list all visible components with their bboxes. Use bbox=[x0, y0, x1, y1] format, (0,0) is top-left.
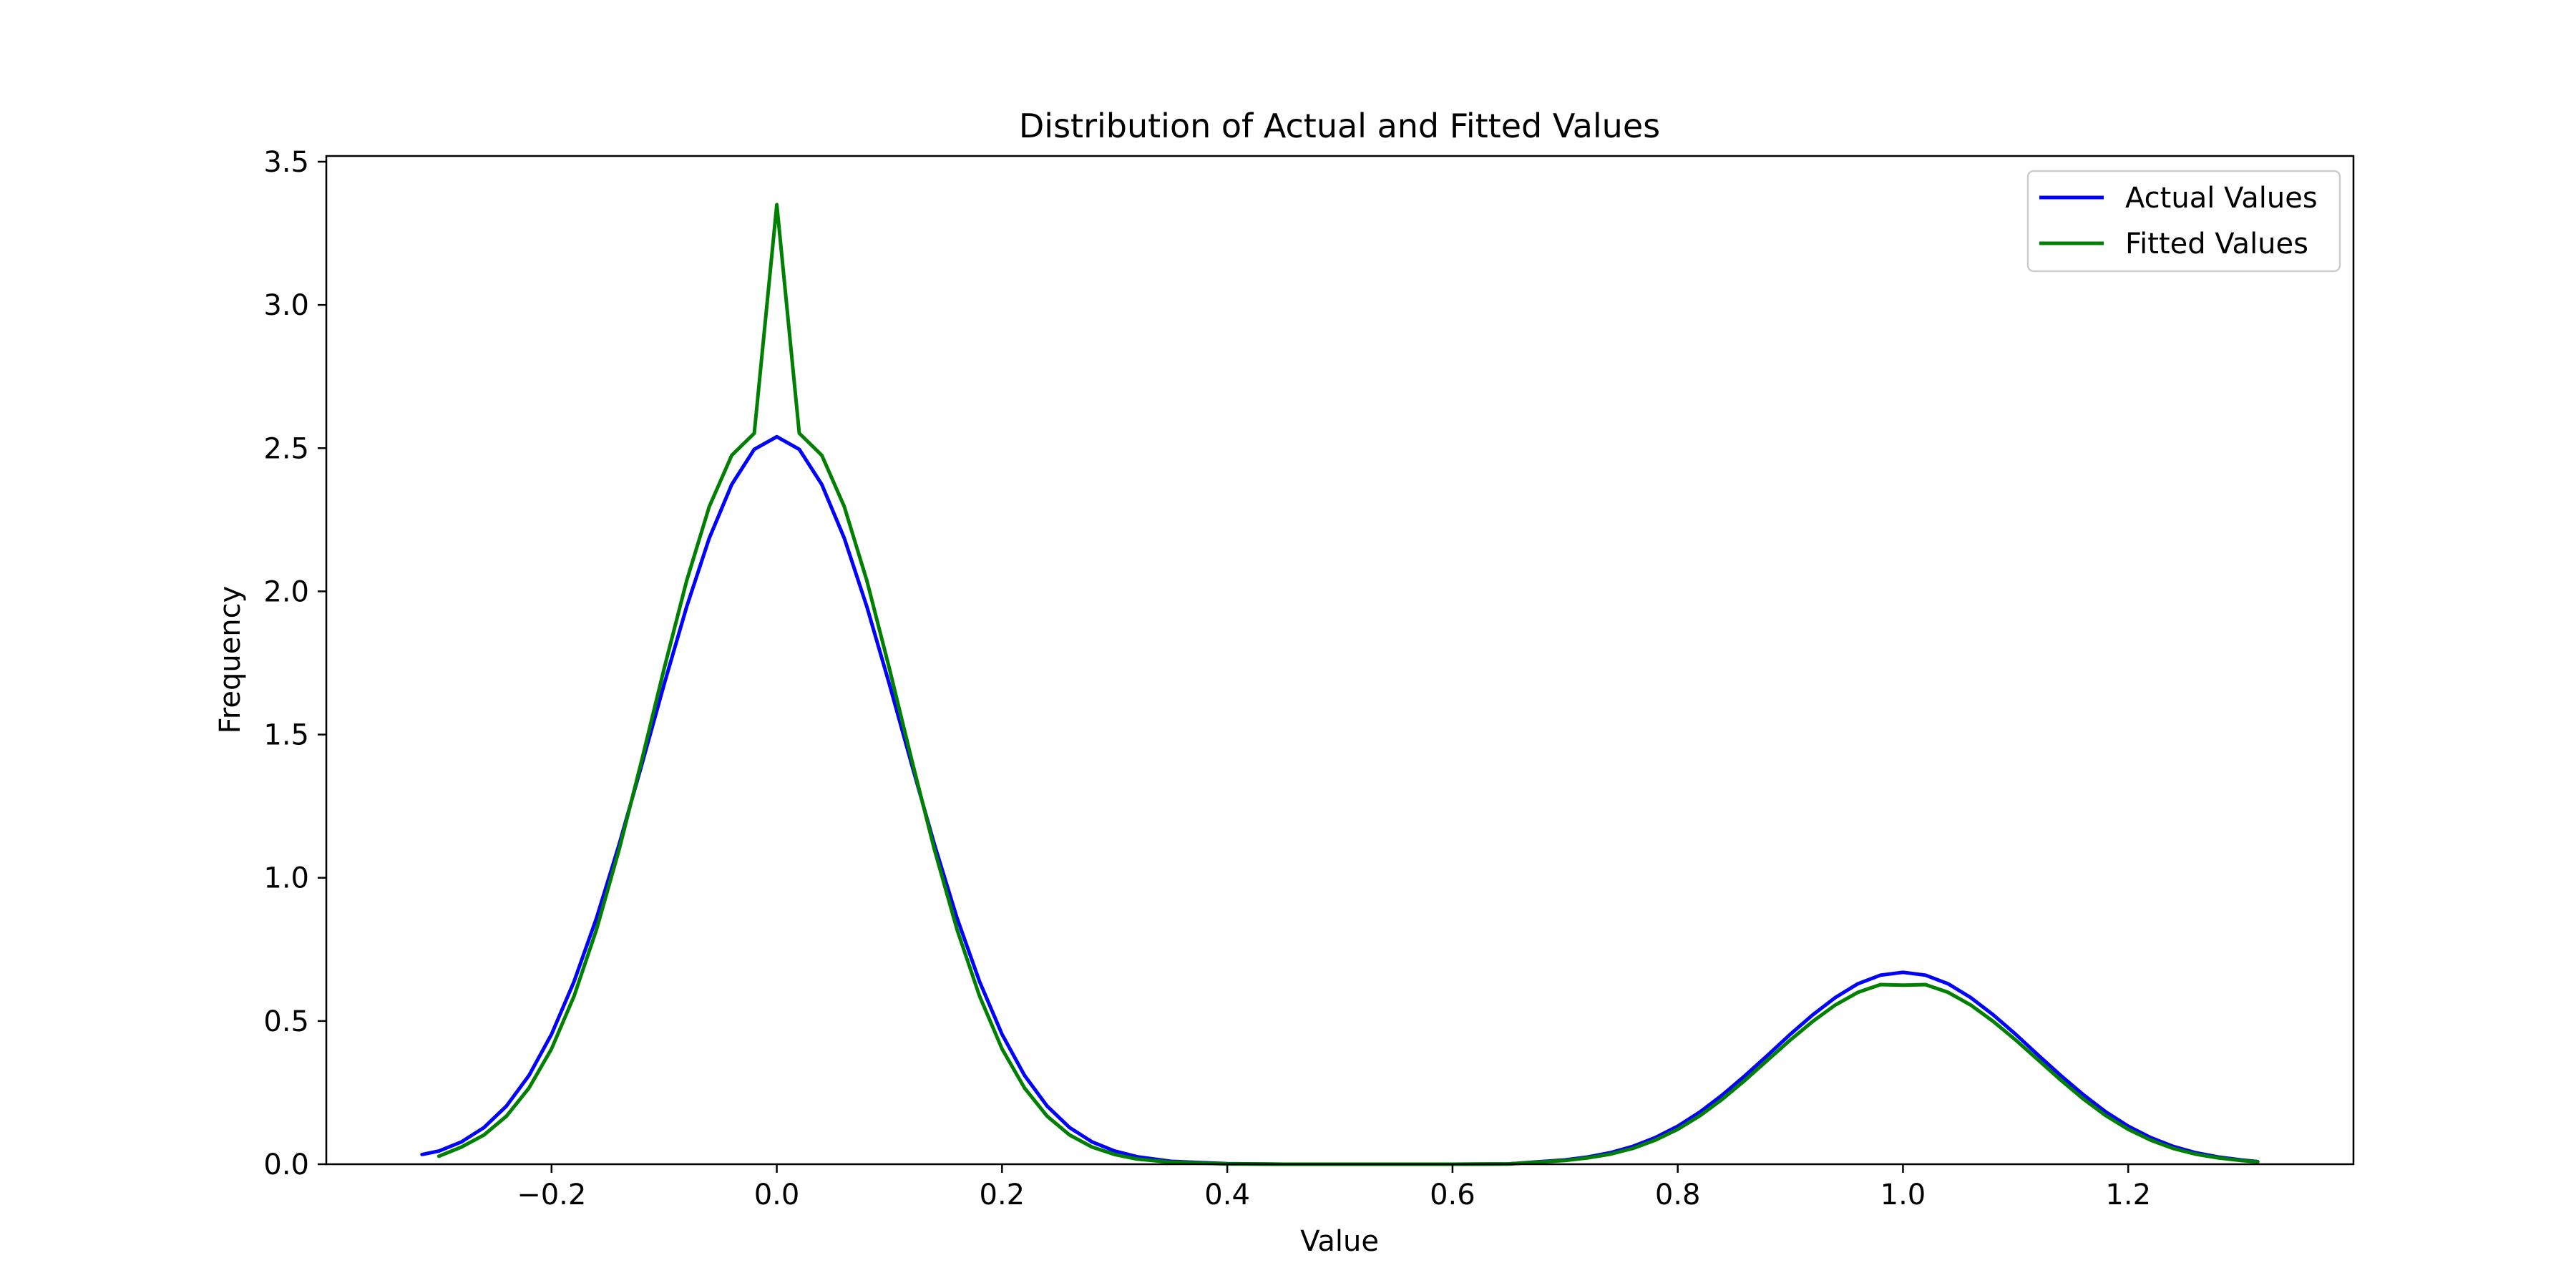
x-tick-label: 0.4 bbox=[1204, 1179, 1250, 1211]
y-tick-label: 2.5 bbox=[263, 432, 309, 465]
x-axis-label: Value bbox=[1300, 1225, 1379, 1258]
legend-box bbox=[2026, 170, 2341, 273]
legend: Actual Values Fitted Values bbox=[2026, 170, 2341, 273]
x-tick-label: 0.0 bbox=[754, 1179, 800, 1211]
x-tick-label: 1.0 bbox=[1880, 1179, 1926, 1211]
y-tick-label: 0.0 bbox=[263, 1148, 309, 1181]
x-tick-label: 0.6 bbox=[1430, 1179, 1475, 1211]
y-tick-label: 1.0 bbox=[263, 862, 309, 895]
y-tick-label: 1.5 bbox=[263, 719, 309, 752]
y-tick-label: 3.0 bbox=[263, 289, 309, 322]
x-axis-ticks: −0.2 0.0 0.2 0.4 0.6 0.8 1.0 1.2 bbox=[517, 1164, 2151, 1211]
y-tick-label: 3.5 bbox=[263, 146, 309, 179]
x-tick-label: −0.2 bbox=[517, 1179, 586, 1211]
x-tick-label: 0.2 bbox=[980, 1179, 1025, 1211]
plot-frame bbox=[325, 155, 2355, 1166]
x-tick-label: 0.8 bbox=[1655, 1179, 1701, 1211]
y-axis-label: Frequency bbox=[214, 586, 247, 734]
y-axis-ticks: 0.0 0.5 1.0 1.5 2.0 2.5 3.0 3.5 bbox=[263, 146, 326, 1181]
series-layer bbox=[420, 203, 2260, 1166]
legend-label-fitted-values: Fitted Values bbox=[2125, 228, 2308, 260]
series-line-fitted-values bbox=[436, 203, 2260, 1166]
x-tick-label: 1.2 bbox=[2105, 1179, 2151, 1211]
chart-title: Distribution of Actual and Fitted Values bbox=[1019, 107, 1660, 145]
y-tick-label: 2.0 bbox=[263, 575, 309, 608]
legend-label-actual-values: Actual Values bbox=[2125, 182, 2318, 215]
y-tick-label: 0.5 bbox=[263, 1005, 309, 1038]
